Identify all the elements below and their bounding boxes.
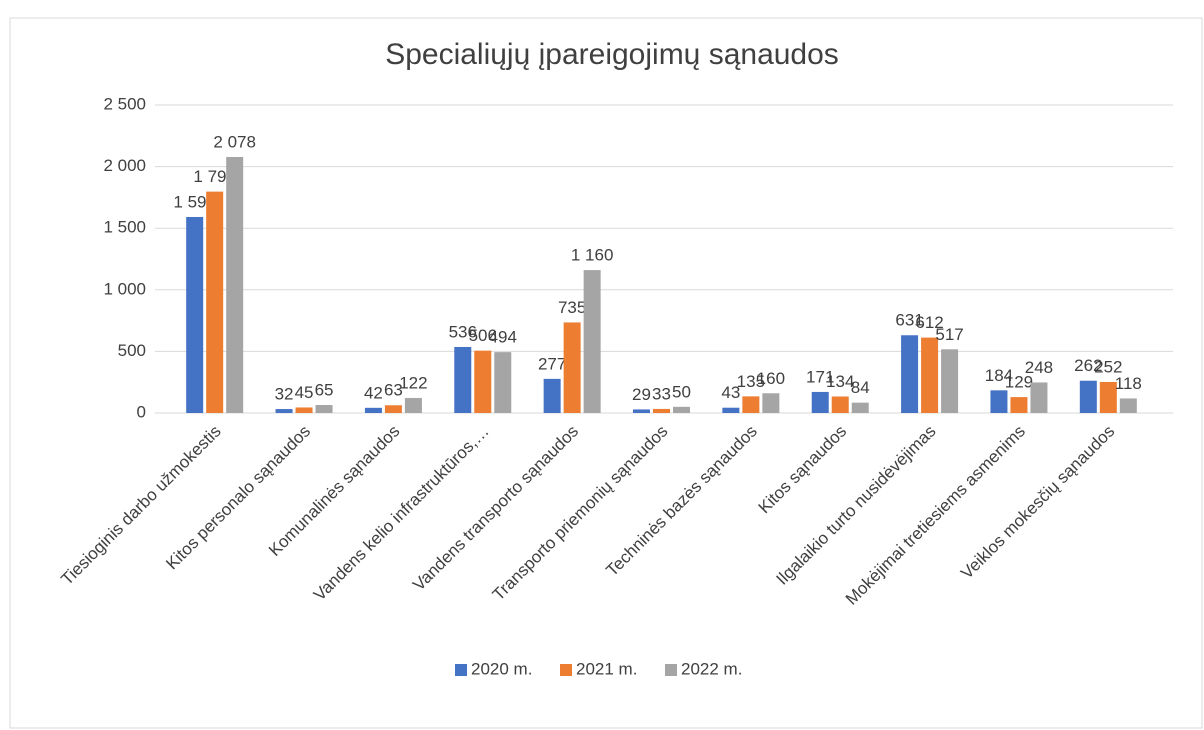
bar xyxy=(226,156,244,413)
bar xyxy=(275,409,293,413)
value-label: 2 078 xyxy=(213,132,256,151)
bar xyxy=(851,402,869,413)
bar xyxy=(364,407,382,413)
bar xyxy=(653,408,670,413)
y-tick-label: 1 000 xyxy=(103,279,146,298)
bar xyxy=(762,393,780,413)
legend-swatch xyxy=(560,664,572,676)
value-label: 1 797 xyxy=(193,167,236,186)
value-label: 32 xyxy=(275,385,294,404)
legend-label: 2022 m. xyxy=(681,659,742,678)
value-label: 43 xyxy=(721,383,740,402)
bar xyxy=(1119,398,1137,413)
value-label: 84 xyxy=(851,378,870,397)
bar xyxy=(673,406,690,413)
bar xyxy=(1079,380,1097,413)
value-label: 135 xyxy=(737,372,765,391)
bar xyxy=(831,396,849,413)
bar xyxy=(206,191,224,413)
y-tick-label: 500 xyxy=(118,341,146,360)
value-label: 118 xyxy=(1115,374,1142,393)
value-label: 631 xyxy=(895,311,923,330)
value-label: 494 xyxy=(489,328,517,347)
bar xyxy=(1099,381,1117,413)
bar xyxy=(186,216,204,413)
bar xyxy=(295,407,313,413)
value-label: 506 xyxy=(469,326,497,345)
chart-title: Specialiųjų įpareigojimų sąnaudos xyxy=(385,38,839,71)
bar xyxy=(384,405,402,413)
legend-label: 2020 m. xyxy=(471,659,532,678)
bar xyxy=(921,337,939,413)
value-label: 122 xyxy=(399,373,427,392)
value-label: 45 xyxy=(295,383,314,402)
y-tick-label: 2 500 xyxy=(103,94,146,113)
legend-swatch xyxy=(665,664,677,676)
bar xyxy=(474,350,492,413)
y-tick-label: 0 xyxy=(137,402,146,421)
bar xyxy=(941,349,959,413)
bar xyxy=(494,352,512,413)
bar xyxy=(811,391,829,413)
value-label: 160 xyxy=(757,369,785,388)
bar xyxy=(901,335,919,413)
value-label: 1 591 xyxy=(173,192,216,211)
y-tick-label: 2 000 xyxy=(103,156,146,175)
value-label: 517 xyxy=(935,325,963,344)
bar xyxy=(1010,397,1028,413)
value-label: 1 160 xyxy=(571,246,614,265)
bar xyxy=(404,397,422,413)
bar xyxy=(315,404,333,413)
value-label: 612 xyxy=(915,313,943,332)
value-label: 134 xyxy=(826,372,854,391)
legend-label: 2021 m. xyxy=(576,659,637,678)
value-label: 277 xyxy=(538,354,566,373)
value-label: 29 xyxy=(632,385,651,404)
y-tick-label: 1 500 xyxy=(103,218,146,237)
value-label: 184 xyxy=(985,366,1013,385)
value-label: 536 xyxy=(449,322,477,341)
legend-swatch xyxy=(455,664,467,676)
bar xyxy=(742,396,760,413)
bar xyxy=(543,378,561,413)
value-label: 50 xyxy=(672,382,691,401)
value-label: 42 xyxy=(364,383,383,402)
bar xyxy=(633,409,650,413)
value-label: 262 xyxy=(1074,356,1102,375)
bar xyxy=(563,322,581,413)
bar xyxy=(454,346,472,413)
value-label: 33 xyxy=(652,384,671,403)
bar xyxy=(1030,382,1048,413)
value-label: 252 xyxy=(1094,357,1122,376)
value-label: 248 xyxy=(1025,358,1053,377)
value-label: 63 xyxy=(384,381,403,400)
value-label: 171 xyxy=(806,367,834,386)
value-label: 65 xyxy=(315,380,334,399)
value-label: 735 xyxy=(558,298,586,317)
bar xyxy=(990,390,1008,413)
bar xyxy=(722,407,740,413)
bar xyxy=(583,270,601,413)
value-label: 129 xyxy=(1005,373,1033,392)
